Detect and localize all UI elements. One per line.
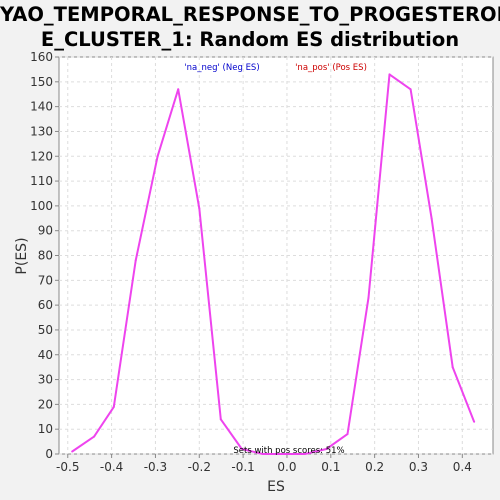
- y-tick-label: 30: [38, 373, 53, 387]
- data-point: [388, 73, 391, 76]
- x-tick-label: 0.1: [321, 460, 340, 474]
- y-tick-label: 60: [38, 298, 53, 312]
- data-point: [93, 435, 96, 438]
- y-tick-label: 120: [30, 149, 53, 163]
- y-axis: 0 10 20 30 40 50 60 70 80 90 100 110 120 130 140 150 160: [30, 50, 59, 461]
- y-tick-label: 160: [30, 50, 53, 64]
- legend-entry: 'na_neg' (Neg ES): [184, 63, 259, 73]
- y-tick-label: 10: [38, 422, 53, 436]
- y-axis-label: P(ES): [14, 237, 30, 274]
- chart-title-line-2: E_CLUSTER_1: Random ES distribution: [40, 28, 460, 51]
- y-tick-label: 80: [38, 249, 53, 263]
- data-point: [282, 453, 285, 455]
- data-point: [346, 433, 349, 436]
- data-point: [430, 217, 433, 220]
- y-tick-label: 100: [30, 199, 53, 213]
- x-tick-label: 0.0: [277, 460, 296, 474]
- y-tick-label: 150: [30, 75, 53, 89]
- data-point: [409, 88, 412, 91]
- y-tick-label: 50: [38, 323, 53, 337]
- data-point: [198, 207, 201, 210]
- y-tick-label: 40: [38, 348, 53, 362]
- x-tick-label: 0.3: [409, 460, 428, 474]
- x-tick-label: 0.2: [365, 460, 384, 474]
- annotation-text: Sets with pos scores: 51%: [233, 446, 344, 456]
- data-point: [261, 453, 264, 455]
- chart-title: YAO_TEMPORAL_RESPONSE_TO_PROGESTERON E_C…: [0, 2, 500, 52]
- y-tick-label: 20: [38, 397, 53, 411]
- y-tick-label: 110: [30, 174, 53, 188]
- y-tick-label: 130: [30, 124, 53, 138]
- legend-entry: 'na_pos' (Pos ES): [295, 63, 367, 73]
- x-axis: -0.5 -0.4 -0.3 -0.2 -0.1 0.0 0.1 0.2 0.3 0.4: [56, 454, 472, 474]
- x-tick-label: -0.3: [144, 460, 167, 474]
- data-point: [219, 418, 222, 421]
- data-point: [240, 448, 243, 451]
- data-point: [112, 405, 115, 408]
- x-tick-label: -0.5: [56, 460, 79, 474]
- data-point: [177, 88, 180, 91]
- grid: [59, 56, 493, 455]
- y-tick-label: 70: [38, 273, 53, 287]
- x-tick-label: 0.4: [453, 460, 472, 474]
- data-point: [473, 420, 476, 423]
- data-point: [451, 366, 454, 369]
- series-line: [71, 73, 476, 455]
- series-group: [71, 73, 476, 455]
- data-point: [367, 296, 370, 299]
- y-tick-label: 0: [45, 447, 53, 461]
- x-tick-label: -0.4: [100, 460, 123, 474]
- legend: 'na_neg' (Neg ES) 'na_pos' (Pos ES): [184, 63, 367, 73]
- x-tick-label: -0.1: [231, 460, 254, 474]
- x-axis-label: ES: [267, 479, 285, 495]
- data-point: [134, 259, 137, 262]
- x-tick-label: -0.2: [188, 460, 211, 474]
- data-point: [325, 448, 328, 451]
- data-point: [156, 155, 159, 158]
- y-tick-label: 90: [38, 224, 53, 238]
- y-tick-label: 140: [30, 100, 53, 114]
- data-point: [71, 450, 74, 453]
- chart-title-line-1: YAO_TEMPORAL_RESPONSE_TO_PROGESTERON: [0, 3, 500, 26]
- data-point: [303, 453, 306, 455]
